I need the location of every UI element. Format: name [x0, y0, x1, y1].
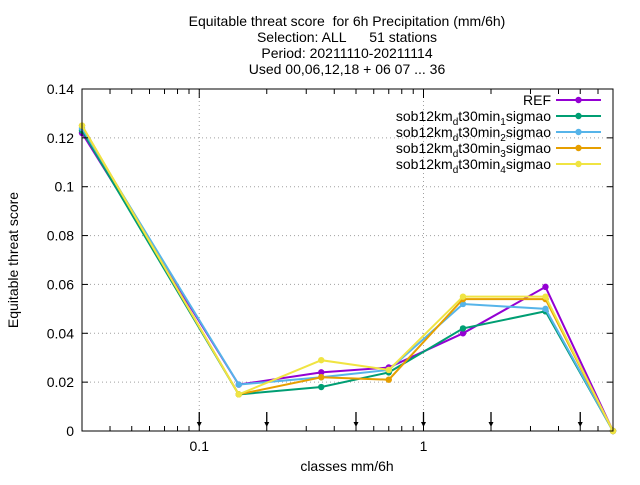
data-series — [78, 122, 617, 435]
y-axis-label: Equitable threat score — [5, 192, 21, 328]
title-line: Equitable threat score for 6h Precipitat… — [189, 13, 506, 29]
legend-swatch-point — [575, 96, 582, 104]
data-point — [459, 300, 467, 308]
data-point — [385, 366, 392, 374]
data-point — [459, 325, 467, 332]
series-line — [81, 129, 614, 432]
data-point — [318, 383, 325, 391]
data-point — [542, 305, 549, 313]
data-point — [459, 330, 467, 337]
class-marker-arrow — [577, 422, 583, 427]
x-axis-label: classes mm/6h — [300, 458, 393, 474]
y-tick-label: 0.08 — [47, 228, 74, 244]
series-line — [81, 132, 614, 432]
y-tick-label: 0.06 — [47, 276, 74, 292]
x-tick-label: 1 — [420, 438, 428, 454]
data-point — [459, 293, 467, 300]
class-threshold-markers — [196, 412, 583, 427]
data-point — [385, 376, 392, 383]
data-point — [318, 356, 325, 364]
y-tick-label: 0.02 — [47, 374, 74, 390]
data-point — [235, 381, 242, 388]
data-point — [235, 391, 242, 398]
y-tick-label: 0 — [66, 423, 74, 439]
legend-swatch-point — [575, 112, 582, 120]
grid-lines — [82, 89, 613, 431]
class-marker-arrow — [353, 422, 359, 427]
y-tick-label: 0.1 — [55, 179, 75, 195]
y-tick-label: 0.14 — [47, 81, 74, 97]
title-line: Selection: ALL 51 stations — [257, 29, 437, 45]
series-line — [81, 127, 614, 432]
legend: REFsob12kmdt30min1sigmaosob12kmdt30min2s… — [396, 92, 601, 176]
class-marker-arrow — [264, 422, 270, 427]
legend-label: sob12kmdt30min4sigmao — [396, 156, 551, 176]
x-tick-label: 0.1 — [190, 438, 210, 454]
class-marker-arrow — [488, 422, 494, 427]
legend-label: sob12kmdt30min3sigmao — [396, 140, 551, 160]
chart-title: Equitable threat score for 6h Precipitat… — [189, 13, 506, 77]
legend-swatch-point — [575, 128, 582, 136]
plot-frame — [81, 88, 614, 432]
y-tick-label: 0.12 — [47, 130, 74, 146]
title-line: Used 00,06,12,18 + 06 07 ... 36 — [249, 61, 446, 77]
legend-label: REF — [523, 92, 551, 108]
legend-label: sob12kmdt30min2sigmao — [396, 124, 551, 144]
data-point — [318, 369, 325, 376]
data-point — [542, 283, 549, 291]
legend-swatch-point — [575, 144, 582, 152]
legend-label: sob12kmdt30min1sigmao — [396, 108, 551, 128]
axis-ticks: 0 0.02 0.04 0.06 0.08 0.1 0.12 0.14 0.1 1 — [47, 81, 613, 454]
legend-swatch-point — [575, 160, 582, 168]
title-line: Period: 20211110-20211114 — [261, 45, 432, 61]
data-point — [542, 293, 549, 300]
data-point — [318, 374, 325, 381]
y-tick-label: 0.04 — [47, 325, 74, 341]
